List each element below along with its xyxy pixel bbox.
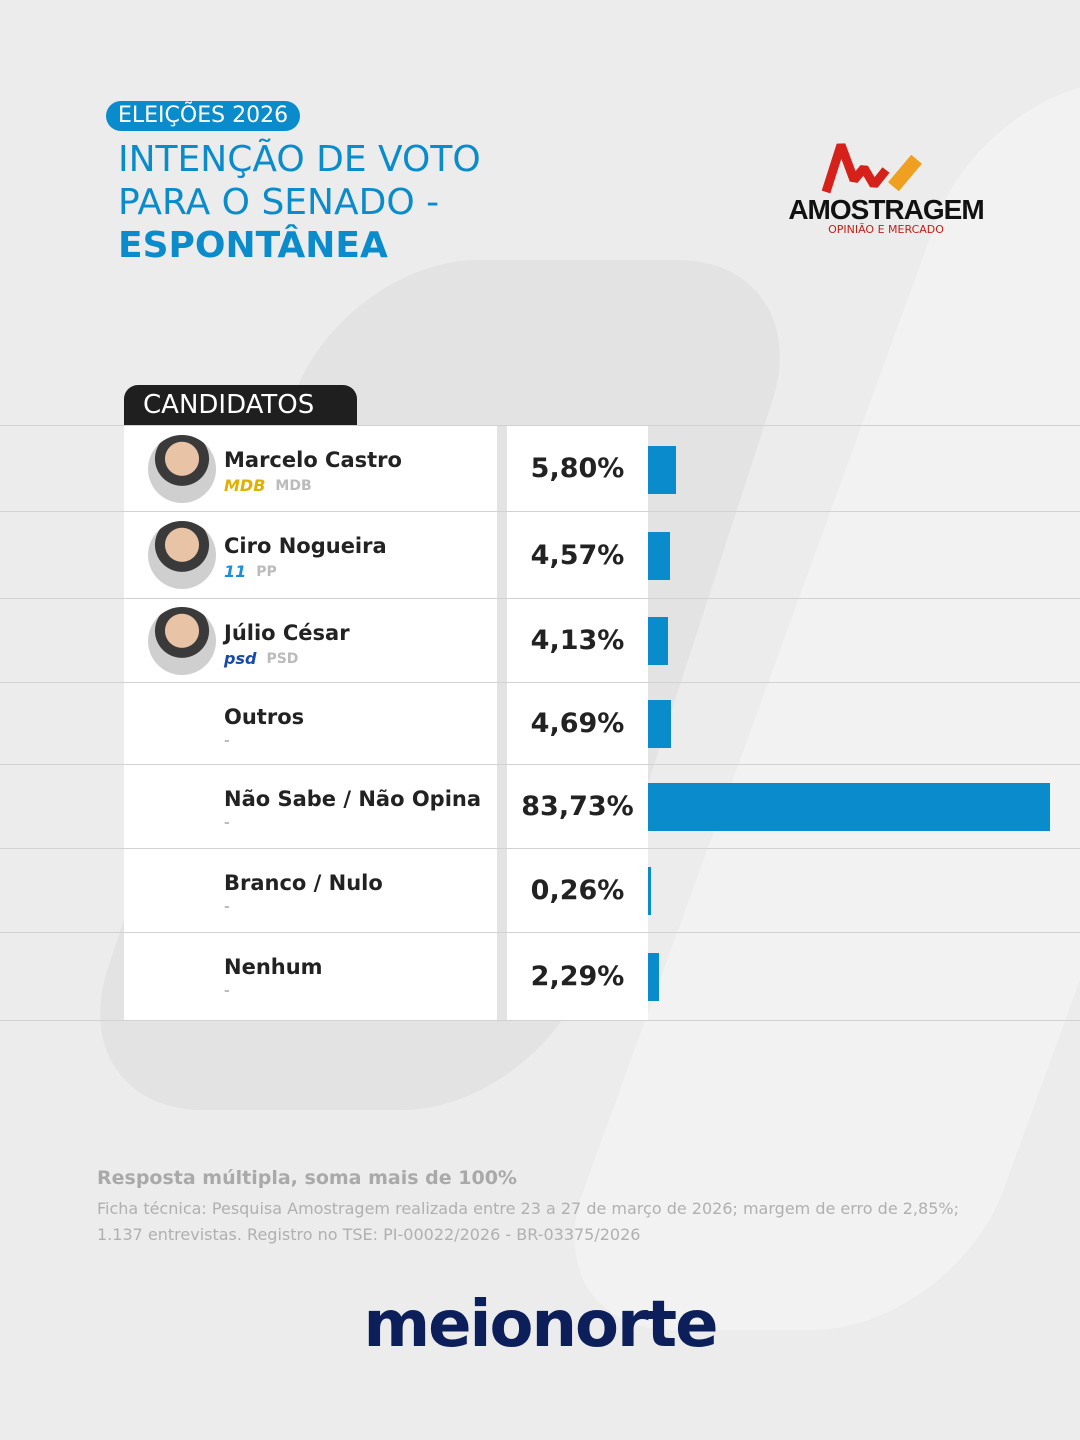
bar (648, 783, 1050, 831)
meionorte-logo: meionorte (363, 1288, 718, 1362)
name-cell: Branco / Nulo - (124, 849, 497, 932)
table-row: Júlio César psd PSD 4,13% (0, 599, 1080, 683)
party-info: MDB MDB (224, 476, 312, 495)
party-info: - (224, 815, 230, 831)
percent-label: 4,13% (507, 599, 648, 682)
percent-label: 0,26% (507, 849, 648, 932)
party-name: MDB (275, 477, 312, 494)
table-row: Outros - 4,69% (0, 683, 1080, 765)
logo-mark (786, 140, 986, 195)
party-name: - (224, 983, 230, 999)
party-info: - (224, 899, 230, 915)
bar (648, 953, 659, 1001)
candidate-name: Júlio César (224, 621, 350, 645)
table-row: Ciro Nogueira 11 PP 4,57% (0, 512, 1080, 599)
name-cell: Marcelo Castro MDB MDB (124, 426, 497, 511)
candidate-name: Nenhum (224, 955, 323, 979)
candidate-name: Outros (224, 705, 305, 729)
percent-label: 83,73% (507, 765, 648, 848)
party-info: 11 PP (224, 562, 277, 581)
party-logo: MDB (224, 476, 266, 495)
party-name: PSD (266, 650, 299, 667)
bar (648, 617, 668, 665)
percent-label: 2,29% (507, 933, 648, 1020)
candidate-name: Não Sabe / Não Opina (224, 787, 482, 811)
party-info: - (224, 983, 230, 999)
candidate-name: Ciro Nogueira (224, 534, 387, 558)
bar (648, 445, 676, 494)
party-name: PP (256, 563, 277, 580)
candidate-photo (148, 521, 216, 589)
bar (648, 700, 671, 748)
party-logo: psd (224, 649, 257, 668)
name-cell: Ciro Nogueira 11 PP (124, 512, 497, 598)
party-info: - (224, 733, 230, 749)
bar (648, 531, 670, 580)
name-cell: Nenhum - (124, 933, 497, 1020)
table-row: Nenhum - 2,29% (0, 933, 1080, 1021)
title-line: INTENÇÃO DE VOTO (118, 139, 481, 180)
party-name: - (224, 815, 230, 831)
technical-sheet: Ficha técnica: Pesquisa Amostragem reali… (97, 1199, 959, 1244)
party-name: - (224, 733, 230, 749)
table-row: Marcelo Castro MDB MDB 5,80% (0, 425, 1080, 512)
bar (648, 867, 651, 915)
party-logo: 11 (224, 562, 247, 581)
name-cell: Outros - (124, 683, 497, 764)
election-tag: ELEIÇÕES 2026 (106, 101, 301, 131)
percent-label: 4,69% (507, 683, 648, 764)
candidate-photo (148, 606, 216, 675)
candidate-name: Marcelo Castro (224, 448, 402, 472)
candidates-header: CANDIDATOS (124, 385, 357, 425)
table-row: Branco / Nulo - 0,26% (0, 849, 1080, 933)
logo-subtitle: OPINIÃO E MERCADO (828, 223, 944, 236)
candidate-name: Branco / Nulo (224, 871, 383, 895)
party-info: psd PSD (224, 649, 298, 668)
page-title: INTENÇÃO DE VOTO PARA O SENADO - ESPONTÂ… (118, 138, 481, 267)
percent-label: 5,80% (507, 426, 648, 511)
table-row: Não Sabe / Não Opina - 83,73% (0, 765, 1080, 849)
candidate-photo (148, 434, 216, 503)
amostragem-logo: AMOSTRAGEM OPINIÃO E MERCADO (786, 140, 986, 236)
footnote: Resposta múltipla, soma mais de 100% (97, 1167, 517, 1189)
name-cell: Júlio César psd PSD (124, 599, 497, 682)
title-line: PARA O SENADO - (118, 182, 440, 223)
name-cell: Não Sabe / Não Opina - (124, 765, 497, 848)
title-bold: ESPONTÂNEA (118, 225, 388, 266)
logo-name: AMOSTRAGEM (788, 194, 984, 225)
party-name: - (224, 899, 230, 915)
percent-label: 4,57% (507, 512, 648, 598)
